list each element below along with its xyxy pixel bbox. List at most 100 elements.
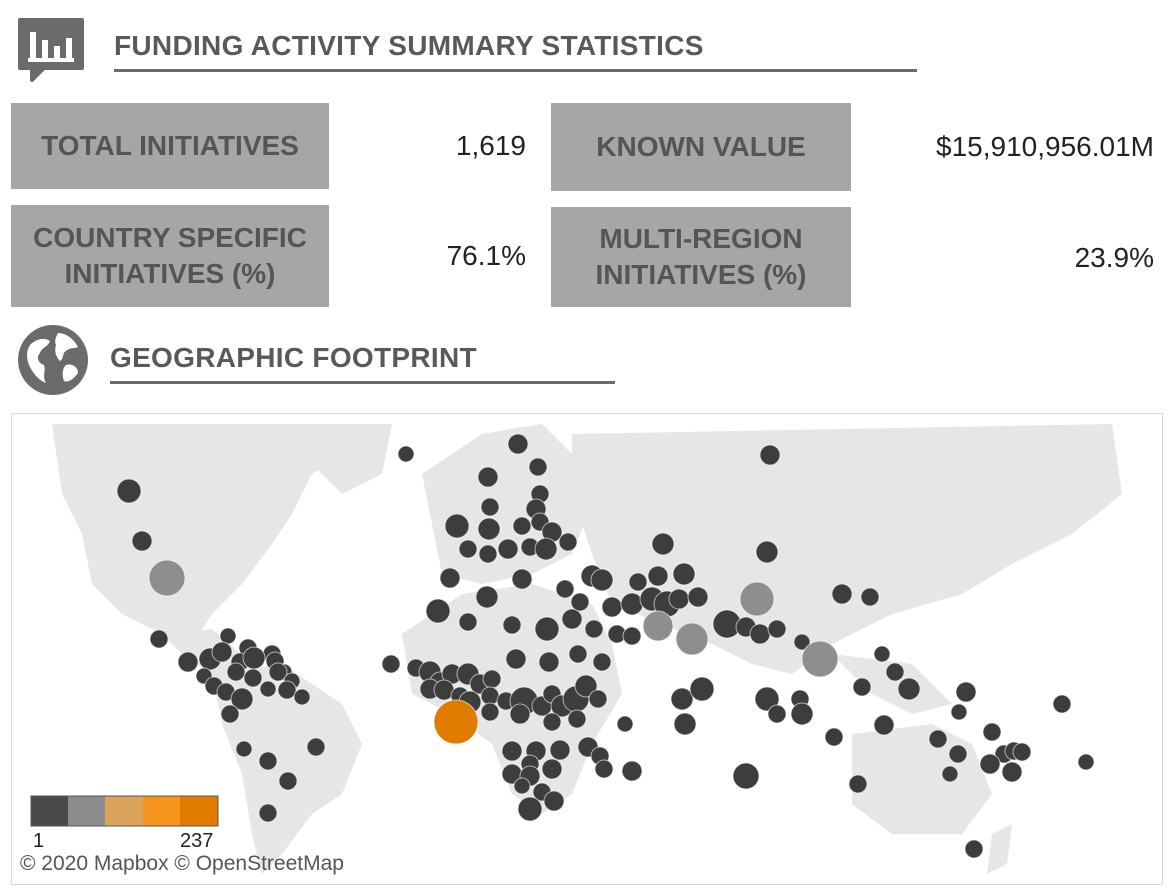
map-marker[interactable] [979,753,1001,775]
map-marker[interactable] [793,633,811,651]
map-marker[interactable] [897,677,921,701]
map-marker[interactable] [948,744,968,764]
map-marker[interactable] [513,777,531,795]
map-attribution[interactable]: © 2020 Mapbox © OpenStreetMap [20,852,344,875]
world-map[interactable] [11,413,1163,885]
map-marker[interactable] [425,598,451,624]
map-marker[interactable] [293,688,311,706]
map-marker[interactable] [689,676,715,702]
map-marker[interactable] [502,615,522,635]
map-marker[interactable] [512,516,532,536]
map-marker[interactable] [873,645,891,663]
map-marker[interactable] [480,497,500,517]
map-marker[interactable] [517,796,543,822]
map-marker[interactable] [1052,694,1072,714]
map-marker[interactable] [458,539,478,559]
map-marker[interactable] [848,774,868,794]
map-marker[interactable] [964,839,984,859]
map-marker[interactable] [860,587,880,607]
map-marker[interactable] [672,562,696,586]
map-marker[interactable] [505,648,527,670]
map-marker[interactable] [885,662,905,682]
map-marker[interactable] [620,592,644,616]
map-marker[interactable] [616,715,634,733]
map-marker[interactable] [268,662,288,682]
map-marker[interactable] [941,765,959,783]
map-marker[interactable] [732,762,760,790]
map-marker[interactable] [651,532,675,556]
map-marker[interactable] [538,651,560,673]
map-marker[interactable] [477,517,501,541]
map-marker[interactable] [767,704,787,724]
map-marker[interactable] [242,646,266,670]
map-marker[interactable] [482,669,502,689]
map-marker[interactable] [628,572,648,592]
map-marker[interactable] [928,729,948,749]
map-marker[interactable] [950,703,968,721]
map-marker[interactable] [668,588,690,610]
map-marker[interactable] [258,751,278,771]
map-marker[interactable] [477,466,499,488]
map-marker[interactable] [226,662,246,682]
map-marker[interactable] [824,727,844,747]
map-marker[interactable] [277,680,297,700]
map-marker[interactable] [622,626,642,646]
map-marker[interactable] [259,680,277,698]
map-marker[interactable] [754,686,780,712]
map-marker[interactable] [258,803,278,823]
map-marker[interactable] [278,771,298,791]
map-marker[interactable] [558,532,578,552]
map-marker[interactable] [1077,753,1095,771]
map-marker[interactable] [439,567,461,589]
map-marker[interactable] [507,433,529,455]
map-marker[interactable] [590,568,614,592]
map-marker[interactable] [673,712,697,736]
map-marker[interactable] [574,674,598,698]
map-marker[interactable] [501,740,523,762]
map-marker[interactable] [381,654,401,674]
map-marker[interactable] [594,759,614,779]
map-marker[interactable] [670,687,694,711]
map-canvas[interactable] [12,414,1162,884]
map-marker[interactable] [601,596,623,618]
map-marker[interactable] [509,703,531,725]
map-marker[interactable] [568,644,588,664]
map-marker[interactable] [592,652,612,672]
map-marker[interactable] [749,623,771,645]
map-marker[interactable] [647,565,669,587]
map-marker[interactable] [534,537,558,561]
map-marker[interactable] [790,702,814,726]
map-marker[interactable] [480,702,500,722]
map-marker[interactable] [306,737,326,757]
map-marker[interactable] [584,619,604,639]
map-marker[interactable] [561,608,583,630]
map-marker[interactable] [116,478,142,504]
map-marker[interactable] [852,677,872,697]
map-marker[interactable] [528,457,548,477]
map-marker[interactable] [687,586,709,608]
map-marker[interactable] [497,538,519,560]
map-marker[interactable] [755,540,779,564]
map-marker[interactable] [555,579,575,599]
map-marker[interactable] [621,760,643,782]
map-marker[interactable] [801,640,839,678]
map-marker[interactable] [739,581,775,617]
map-marker[interactable] [873,714,895,736]
map-marker[interactable] [534,616,560,642]
map-marker[interactable] [458,612,478,632]
map-marker[interactable] [131,530,153,552]
map-marker[interactable] [230,687,254,711]
map-marker[interactable] [543,790,565,812]
map-marker[interactable] [433,699,479,745]
map-marker[interactable] [982,722,1002,742]
map-marker[interactable] [243,668,263,688]
map-marker[interactable] [177,651,199,673]
map-marker[interactable] [955,681,977,703]
map-marker[interactable] [220,704,240,724]
map-marker[interactable] [588,689,608,709]
map-marker[interactable] [759,444,781,466]
map-marker[interactable] [1012,742,1032,762]
map-marker[interactable] [444,513,470,539]
map-marker[interactable] [235,740,253,758]
map-marker[interactable] [549,739,571,761]
